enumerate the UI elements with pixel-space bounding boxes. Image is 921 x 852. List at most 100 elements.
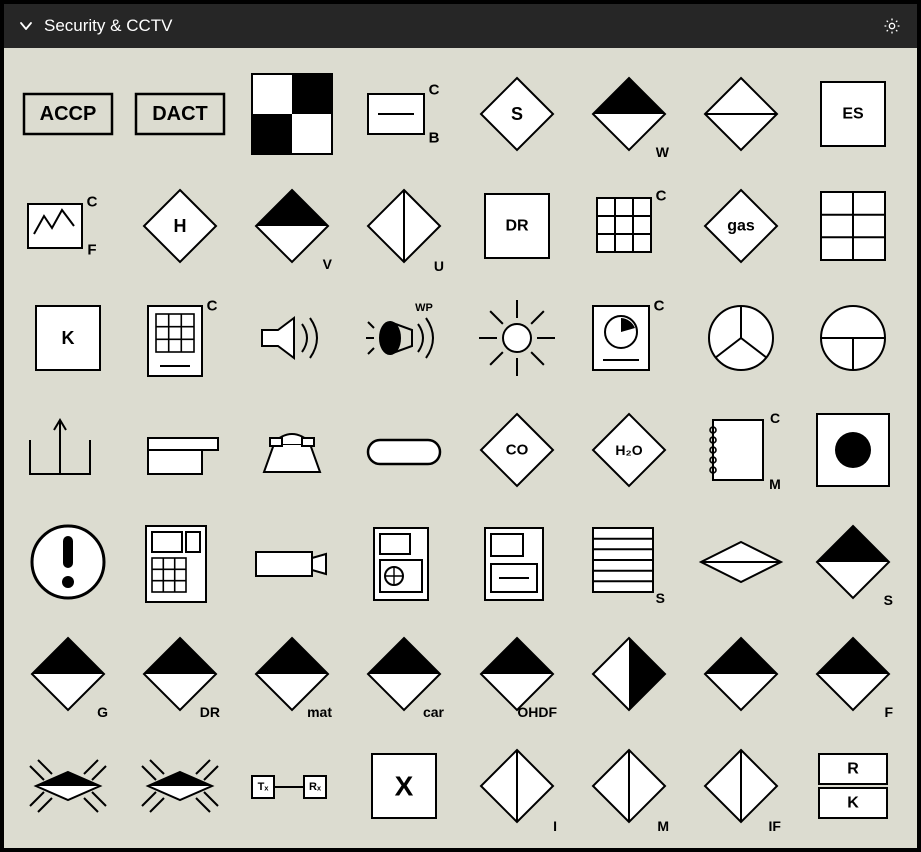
stencil-intercom[interactable] — [352, 510, 456, 614]
stencil-square-dot[interactable] — [801, 398, 905, 502]
svg-text:R: R — [847, 761, 859, 778]
stencil-speaker-wp[interactable]: WP — [352, 286, 456, 390]
svg-text:CO: CO — [505, 442, 528, 459]
stencil-diamond-v[interactable]: V — [240, 174, 344, 278]
stencil-clock-c[interactable]: C — [577, 286, 681, 390]
svg-text:C: C — [429, 82, 440, 99]
stencil-tx-rx[interactable]: Tₓ Rₓ — [240, 734, 344, 838]
svg-text:DR: DR — [505, 218, 529, 235]
stencil-rect-cb[interactable]: CB — [352, 62, 456, 166]
stencil-flat-hatch2[interactable] — [128, 734, 232, 838]
stencil-diamond-s[interactable]: S — [465, 62, 569, 166]
svg-text:B: B — [429, 130, 440, 147]
svg-text:DACT: DACT — [152, 103, 208, 125]
stencil-keypad-c[interactable]: C — [128, 286, 232, 390]
svg-text:X: X — [395, 771, 414, 802]
stencil-sun[interactable] — [465, 286, 569, 390]
svg-text:M: M — [769, 476, 781, 492]
svg-text:G: G — [97, 704, 108, 720]
stencil-exclaim[interactable] — [16, 510, 120, 614]
stencil-diamond-dr[interactable]: DR — [128, 622, 232, 726]
svg-text:ES: ES — [842, 106, 864, 123]
svg-text:C: C — [207, 298, 218, 315]
stencil-square-es[interactable]: ES — [801, 62, 905, 166]
svg-text:U: U — [434, 258, 444, 274]
stencil-diamond-f[interactable]: F — [801, 622, 905, 726]
stencil-diamond-flat[interactable] — [689, 510, 793, 614]
panel-title: Security & CCTV — [44, 16, 881, 36]
stencil-diamond-m[interactable]: M — [577, 734, 681, 838]
svg-text:mat: mat — [307, 704, 332, 720]
stencil-diamond-s2[interactable]: S — [801, 510, 905, 614]
stencil-diamond-h2o[interactable]: H₂O — [577, 398, 681, 502]
svg-text:H: H — [174, 216, 187, 236]
stencil-dact[interactable]: DACT — [128, 62, 232, 166]
stencil-stripes-s[interactable]: S — [577, 510, 681, 614]
svg-text:S: S — [884, 592, 893, 608]
stencil-panel: Security & CCTV ACCPDACTCBSWESCFHVUDRCga… — [0, 0, 921, 852]
stencil-diamond-gas[interactable]: gas — [689, 174, 793, 278]
panel-header[interactable]: Security & CCTV — [4, 4, 917, 48]
svg-text:K: K — [847, 795, 859, 812]
stencil-phone-keypad[interactable] — [128, 510, 232, 614]
svg-text:IF: IF — [768, 818, 781, 834]
svg-text:C: C — [653, 298, 664, 315]
svg-text:car: car — [423, 704, 445, 720]
stencil-diamond-w[interactable]: W — [577, 62, 681, 166]
svg-text:DR: DR — [200, 704, 220, 720]
svg-text:WP: WP — [416, 302, 434, 314]
svg-text:F: F — [87, 242, 96, 259]
svg-text:ACCP: ACCP — [40, 103, 97, 125]
svg-text:K: K — [62, 328, 75, 348]
svg-text:M: M — [657, 818, 669, 834]
svg-text:F: F — [884, 704, 893, 720]
stencil-grid-2x3[interactable] — [801, 174, 905, 278]
stencil-box-arrow[interactable] — [16, 398, 120, 502]
svg-text:S: S — [511, 104, 523, 124]
svg-text:S: S — [655, 590, 664, 606]
stencil-grid: ACCPDACTCBSWESCFHVUDRCgasKCWPCCOH₂OCMSSG… — [16, 62, 905, 838]
stencil-checker[interactable] — [240, 62, 344, 166]
svg-text:V: V — [323, 256, 333, 272]
svg-text:OHDF: OHDF — [517, 704, 557, 720]
stencil-pie-y[interactable] — [689, 286, 793, 390]
chevron-down-icon — [18, 18, 34, 34]
stencil-flip-lid[interactable] — [128, 398, 232, 502]
svg-text:H₂O: H₂O — [615, 442, 642, 458]
stencil-split-rk[interactable]: RK — [801, 734, 905, 838]
stencil-diamond-ohdf[interactable]: OHDF — [465, 622, 569, 726]
stencil-diamond-half-top-plain[interactable] — [689, 622, 793, 726]
stencil-pie-merc[interactable] — [801, 286, 905, 390]
stencil-square-k[interactable]: K — [16, 286, 120, 390]
stencil-diamond-i[interactable]: I — [465, 734, 569, 838]
stencil-flat-hatch[interactable] — [16, 734, 120, 838]
stencil-diamond-half-right[interactable] — [577, 622, 681, 726]
stencil-grid-c[interactable]: C — [577, 174, 681, 278]
stencil-diamond-mat[interactable]: mat — [240, 622, 344, 726]
stencil-diamond-car[interactable]: car — [352, 622, 456, 726]
svg-text:C: C — [770, 410, 780, 426]
stencil-diamond-co[interactable]: CO — [465, 398, 569, 502]
stencil-camera[interactable] — [240, 510, 344, 614]
svg-text:C: C — [87, 194, 98, 211]
stencil-square-dr[interactable]: DR — [465, 174, 569, 278]
svg-text:C: C — [655, 188, 666, 205]
stencil-accp[interactable]: ACCP — [16, 62, 120, 166]
stencil-diamond-h[interactable]: H — [128, 174, 232, 278]
stencil-diamond-u[interactable]: U — [352, 174, 456, 278]
stencil-pill[interactable] — [352, 398, 456, 502]
stencil-diamond-mid[interactable] — [689, 62, 793, 166]
stencil-phone[interactable] — [240, 398, 344, 502]
gear-icon[interactable] — [881, 15, 903, 37]
stencil-rect-cf[interactable]: CF — [16, 174, 120, 278]
svg-text:gas: gas — [727, 218, 755, 235]
stencil-diamond-g[interactable]: G — [16, 622, 120, 726]
stencil-window-minus[interactable] — [465, 510, 569, 614]
svg-text:Rₓ: Rₓ — [309, 781, 322, 793]
svg-text:I: I — [553, 818, 557, 834]
stencil-diamond-if[interactable]: IF — [689, 734, 793, 838]
stencil-speaker[interactable] — [240, 286, 344, 390]
stencil-notebook[interactable]: CM — [689, 398, 793, 502]
stencil-square-x[interactable]: X — [352, 734, 456, 838]
svg-text:Tₓ: Tₓ — [258, 781, 270, 793]
